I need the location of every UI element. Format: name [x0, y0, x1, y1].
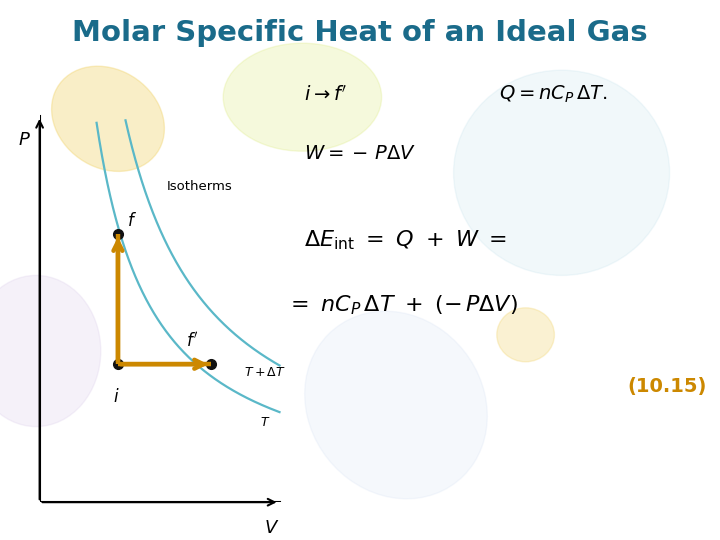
Ellipse shape — [223, 43, 382, 151]
Text: $=\ nC_P\,\Delta T\ +\ (-\,P\Delta V)$: $=\ nC_P\,\Delta T\ +\ (-\,P\Delta V)$ — [286, 293, 518, 317]
Text: $T$: $T$ — [260, 416, 270, 429]
Ellipse shape — [52, 66, 164, 171]
Text: $i \rightarrow f'$: $i \rightarrow f'$ — [304, 84, 347, 105]
Text: $Q = nC_P \,\Delta T.$: $Q = nC_P \,\Delta T.$ — [498, 84, 607, 105]
Ellipse shape — [0, 275, 101, 427]
Ellipse shape — [305, 311, 487, 499]
Ellipse shape — [497, 308, 554, 362]
Text: $\Delta E_{\mathrm{int}}\ =\ Q\ +\ W\ =$: $\Delta E_{\mathrm{int}}\ =\ Q\ +\ W\ =$ — [304, 228, 507, 252]
Text: $W = -\,P\Delta V$: $W = -\,P\Delta V$ — [304, 144, 415, 164]
Text: (10.15): (10.15) — [627, 376, 706, 396]
Text: Isotherms: Isotherms — [167, 180, 233, 193]
Text: $i$: $i$ — [113, 388, 120, 406]
Text: Molar Specific Heat of an Ideal Gas: Molar Specific Heat of an Ideal Gas — [72, 19, 648, 47]
Text: $f'$: $f'$ — [186, 332, 199, 350]
Text: $f$: $f$ — [127, 212, 137, 230]
Text: $T + \Delta T$: $T + \Delta T$ — [244, 366, 286, 379]
Ellipse shape — [454, 70, 670, 275]
Text: $V$: $V$ — [264, 519, 280, 537]
Text: $P$: $P$ — [19, 131, 32, 149]
